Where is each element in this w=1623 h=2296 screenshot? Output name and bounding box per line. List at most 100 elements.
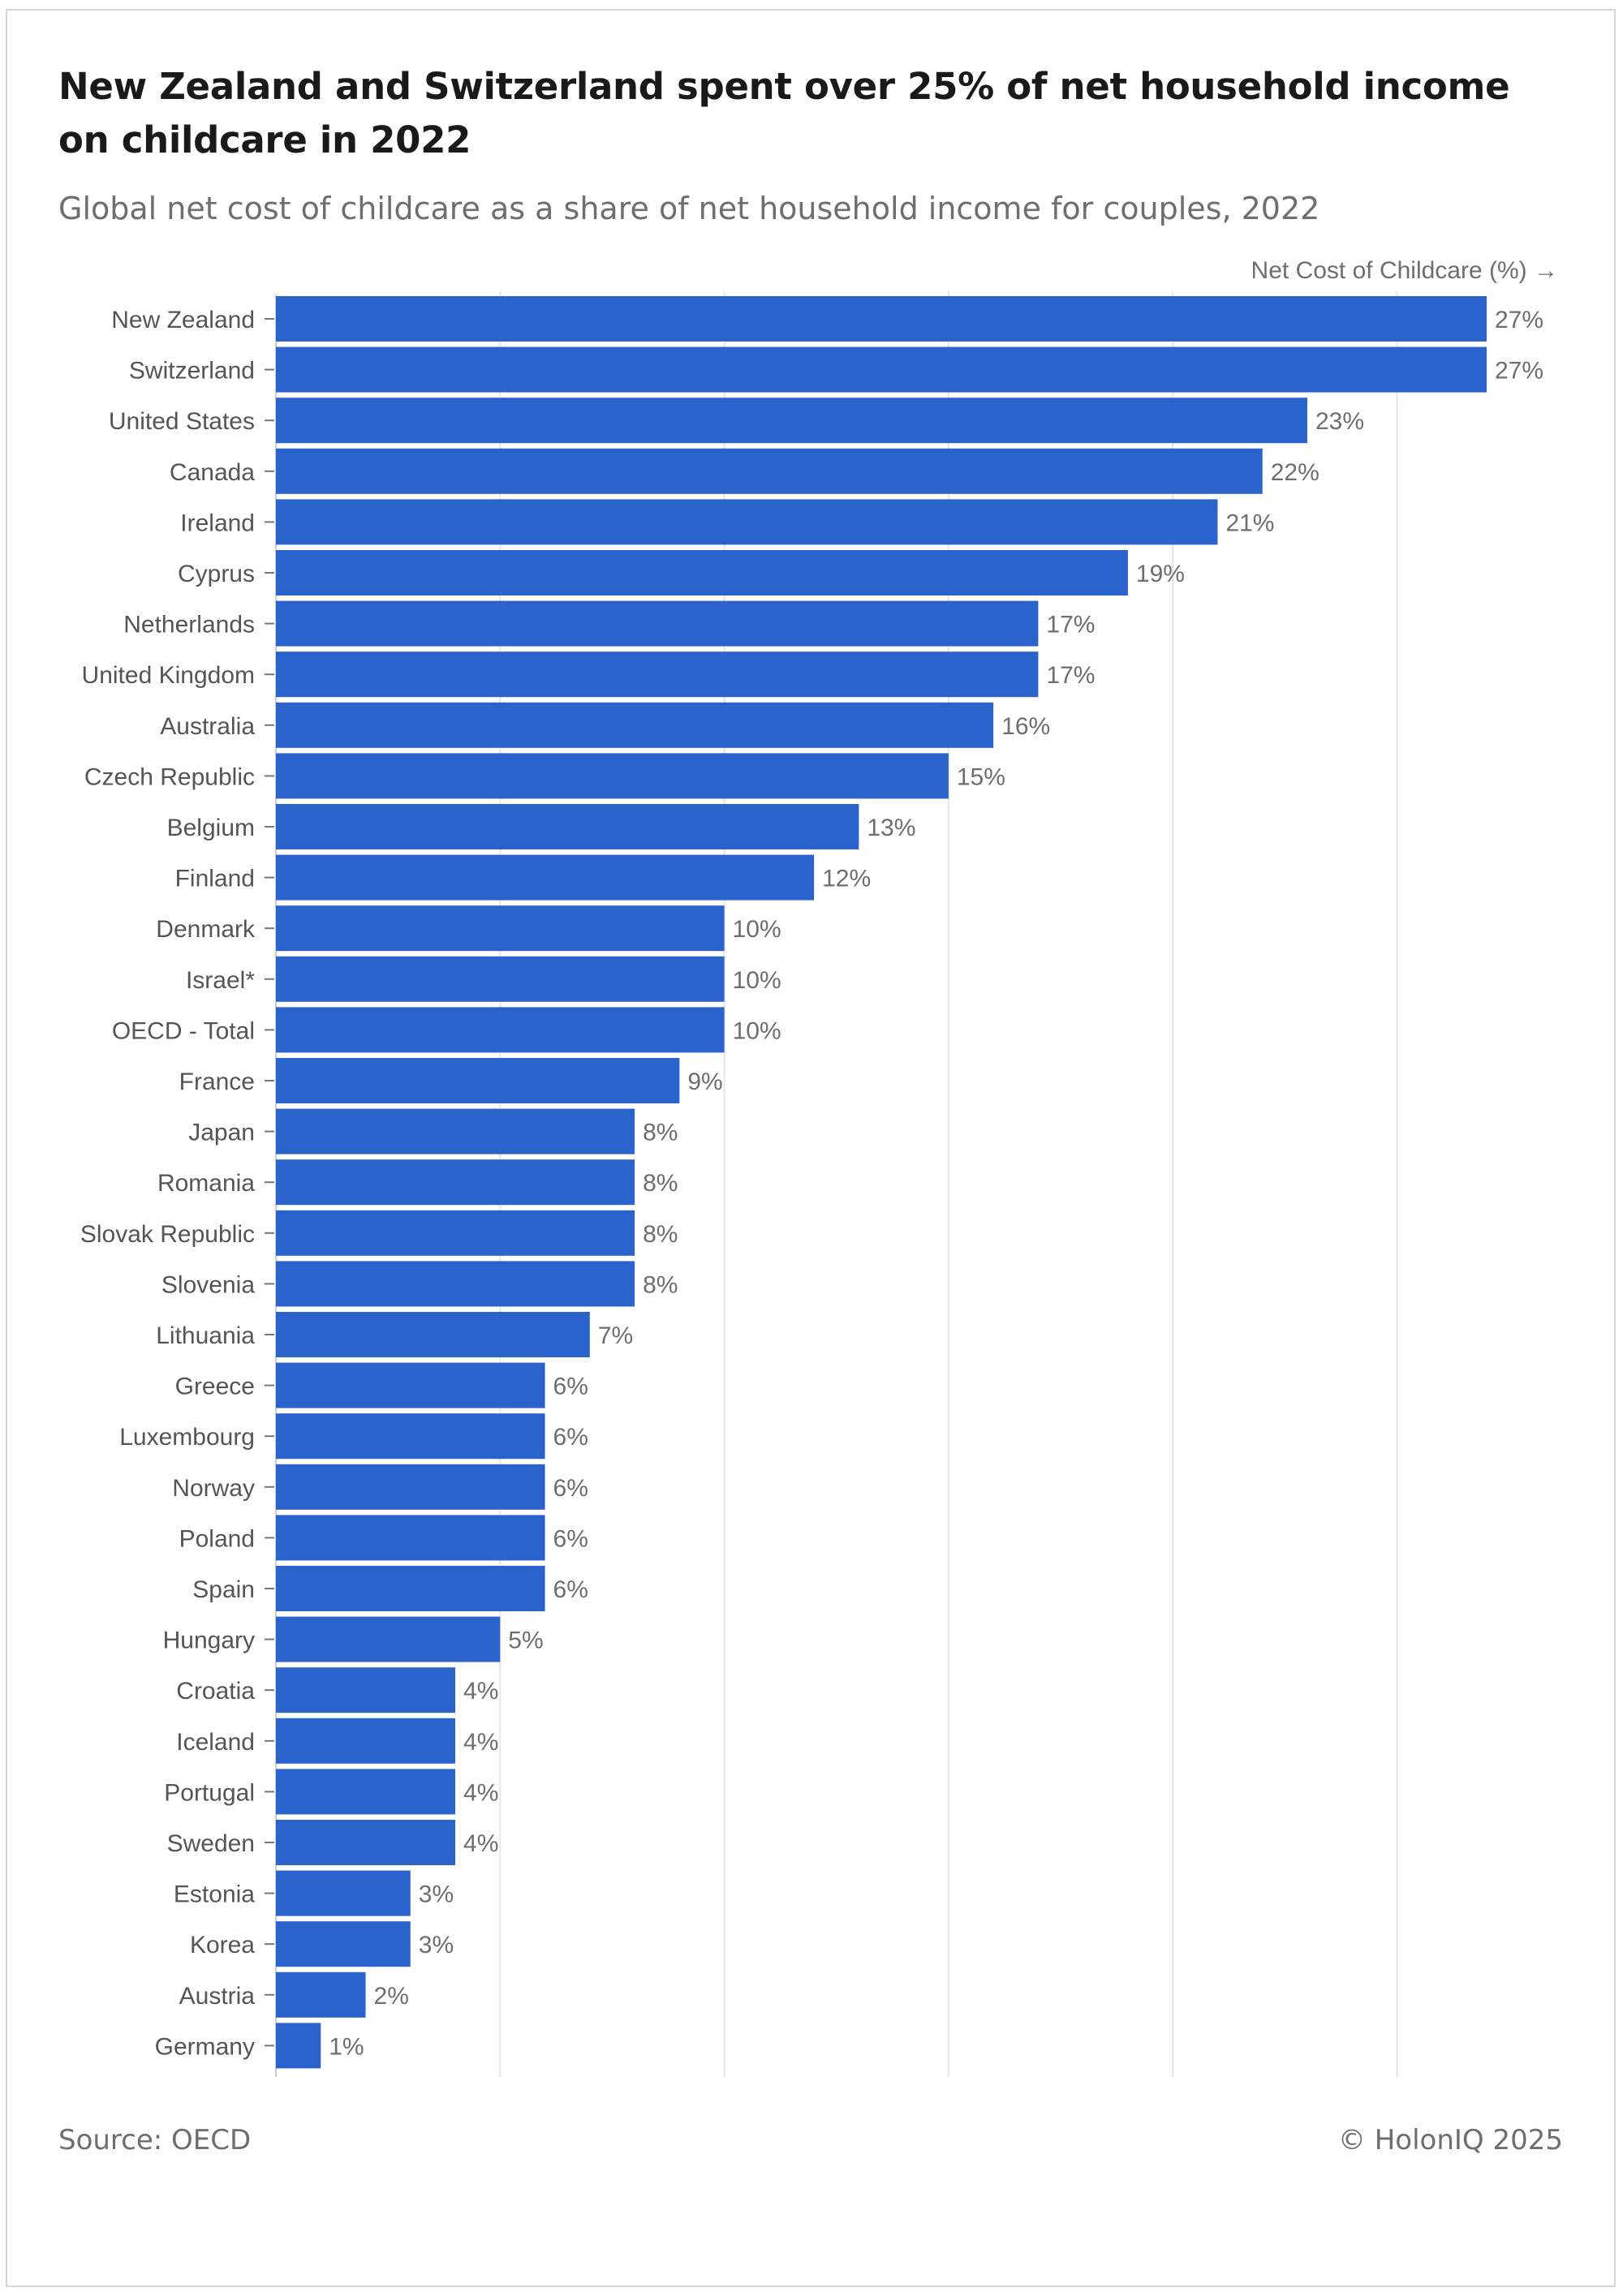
bar-france	[276, 1058, 680, 1103]
chart-subtitle: Global net cost of childcare as a share …	[58, 191, 1320, 226]
bar-lithuania	[276, 1312, 590, 1357]
bar-united-kingdom	[276, 651, 1039, 698]
value-label-croatia: 4%	[463, 1678, 498, 1705]
bar-czech-republic	[276, 753, 949, 799]
bar-australia	[276, 702, 994, 748]
category-label-slovenia: Slovenia	[161, 1271, 255, 1298]
value-label-portugal: 4%	[463, 1779, 498, 1806]
category-label-greece: Greece	[175, 1374, 255, 1400]
category-label-korea: Korea	[190, 1932, 255, 1958]
bar-estonia	[276, 1870, 411, 1916]
bar-japan	[276, 1108, 635, 1154]
value-label-france: 9%	[687, 1068, 722, 1095]
value-label-ireland: 21%	[1225, 510, 1274, 536]
bar-israel	[276, 956, 725, 1002]
value-label-belgium: 13%	[867, 815, 915, 841]
value-label-slovenia: 8%	[643, 1271, 678, 1298]
bar-poland	[276, 1515, 545, 1561]
bar-slovak-republic	[276, 1210, 635, 1256]
value-label-united-states: 23%	[1315, 408, 1364, 435]
category-label-belgium: Belgium	[167, 815, 255, 841]
bar-luxembourg	[276, 1413, 545, 1460]
bar-netherlands	[276, 600, 1039, 647]
category-label-croatia: Croatia	[176, 1678, 255, 1705]
bar-norway	[276, 1464, 545, 1510]
value-label-netherlands: 17%	[1046, 612, 1095, 638]
category-label-united-states: United States	[109, 408, 255, 435]
category-label-portugal: Portugal	[164, 1779, 255, 1806]
category-label-canada: Canada	[170, 459, 255, 486]
value-label-slovak-republic: 8%	[643, 1221, 678, 1248]
value-label-oecd-total: 10%	[733, 1017, 781, 1044]
category-label-hungary: Hungary	[163, 1627, 255, 1654]
bar-croatia	[276, 1667, 456, 1713]
category-label-oecd-total: OECD - Total	[112, 1017, 255, 1044]
bar-denmark	[276, 905, 725, 952]
value-label-austria: 2%	[374, 1983, 409, 2010]
bar-hungary	[276, 1616, 501, 1662]
value-label-new-zealand: 27%	[1495, 307, 1543, 333]
category-label-estonia: Estonia	[174, 1881, 255, 1908]
value-label-czech-republic: 15%	[957, 763, 1005, 790]
value-label-finland: 12%	[822, 866, 871, 892]
value-label-korea: 3%	[419, 1932, 454, 1958]
category-label-ireland: Ireland	[180, 510, 255, 536]
value-label-switzerland: 27%	[1495, 358, 1543, 385]
value-label-japan: 8%	[643, 1120, 678, 1146]
bar-slovenia	[276, 1261, 635, 1307]
category-label-iceland: Iceland	[176, 1729, 255, 1756]
bar-portugal	[276, 1769, 456, 1815]
value-label-sweden: 4%	[463, 1830, 498, 1857]
chart-title: New Zealand and Switzerland spent over 2…	[58, 65, 1510, 161]
bar-greece	[276, 1362, 545, 1408]
value-label-luxembourg: 6%	[553, 1424, 588, 1451]
bar-germany	[276, 2023, 321, 2069]
value-label-poland: 6%	[553, 1525, 588, 1552]
copyright-note: © HolonIQ 2025	[1337, 2124, 1563, 2156]
x-axis-label: Net Cost of Childcare (%) →	[1251, 257, 1558, 284]
category-label-denmark: Denmark	[156, 916, 256, 943]
category-label-israel: Israel*	[186, 967, 255, 994]
value-label-romania: 8%	[643, 1170, 678, 1197]
category-label-romania: Romania	[157, 1170, 255, 1197]
value-label-canada: 22%	[1271, 459, 1319, 486]
category-label-poland: Poland	[179, 1525, 255, 1552]
value-label-germany: 1%	[329, 2033, 364, 2060]
category-label-sweden: Sweden	[167, 1830, 255, 1857]
category-label-new-zealand: New Zealand	[111, 307, 255, 333]
category-label-australia: Australia	[160, 713, 255, 740]
bar-spain	[276, 1566, 545, 1611]
category-label-lithuania: Lithuania	[156, 1322, 255, 1349]
category-label-switzerland: Switzerland	[129, 358, 255, 385]
value-label-greece: 6%	[553, 1374, 588, 1400]
value-label-cyprus: 19%	[1136, 561, 1185, 587]
value-label-lithuania: 7%	[598, 1322, 633, 1349]
bar-ireland	[276, 499, 1218, 545]
source-note: Source: OECD	[58, 2124, 252, 2156]
bar-united-states	[276, 398, 1307, 444]
category-label-czech-republic: Czech Republic	[84, 763, 255, 790]
category-label-slovak-republic: Slovak Republic	[80, 1221, 255, 1248]
value-label-iceland: 4%	[463, 1729, 498, 1756]
bar-cyprus	[276, 550, 1128, 595]
bar-austria	[276, 1971, 366, 2018]
value-label-israel: 10%	[733, 967, 781, 994]
value-label-hungary: 5%	[508, 1627, 543, 1654]
bar-new-zealand	[276, 296, 1487, 342]
bar-switzerland	[276, 346, 1487, 393]
category-label-germany: Germany	[155, 2033, 255, 2060]
bar-romania	[276, 1159, 635, 1206]
value-label-spain: 6%	[553, 1576, 588, 1603]
value-label-norway: 6%	[553, 1475, 588, 1502]
category-label-cyprus: Cyprus	[178, 561, 255, 587]
category-label-united-kingdom: United Kingdom	[82, 662, 255, 689]
category-label-japan: Japan	[188, 1120, 255, 1146]
bar-chart: Net Cost of Childcare (%) → New Zealand 27…	[80, 257, 1558, 2077]
category-label-netherlands: Netherlands	[123, 612, 255, 638]
bar-iceland	[276, 1718, 456, 1764]
category-label-spain: Spain	[192, 1576, 255, 1603]
bar-oecd-total	[276, 1007, 725, 1053]
category-label-norway: Norway	[172, 1475, 255, 1502]
value-label-united-kingdom: 17%	[1046, 662, 1095, 689]
value-label-australia: 16%	[1001, 713, 1050, 740]
